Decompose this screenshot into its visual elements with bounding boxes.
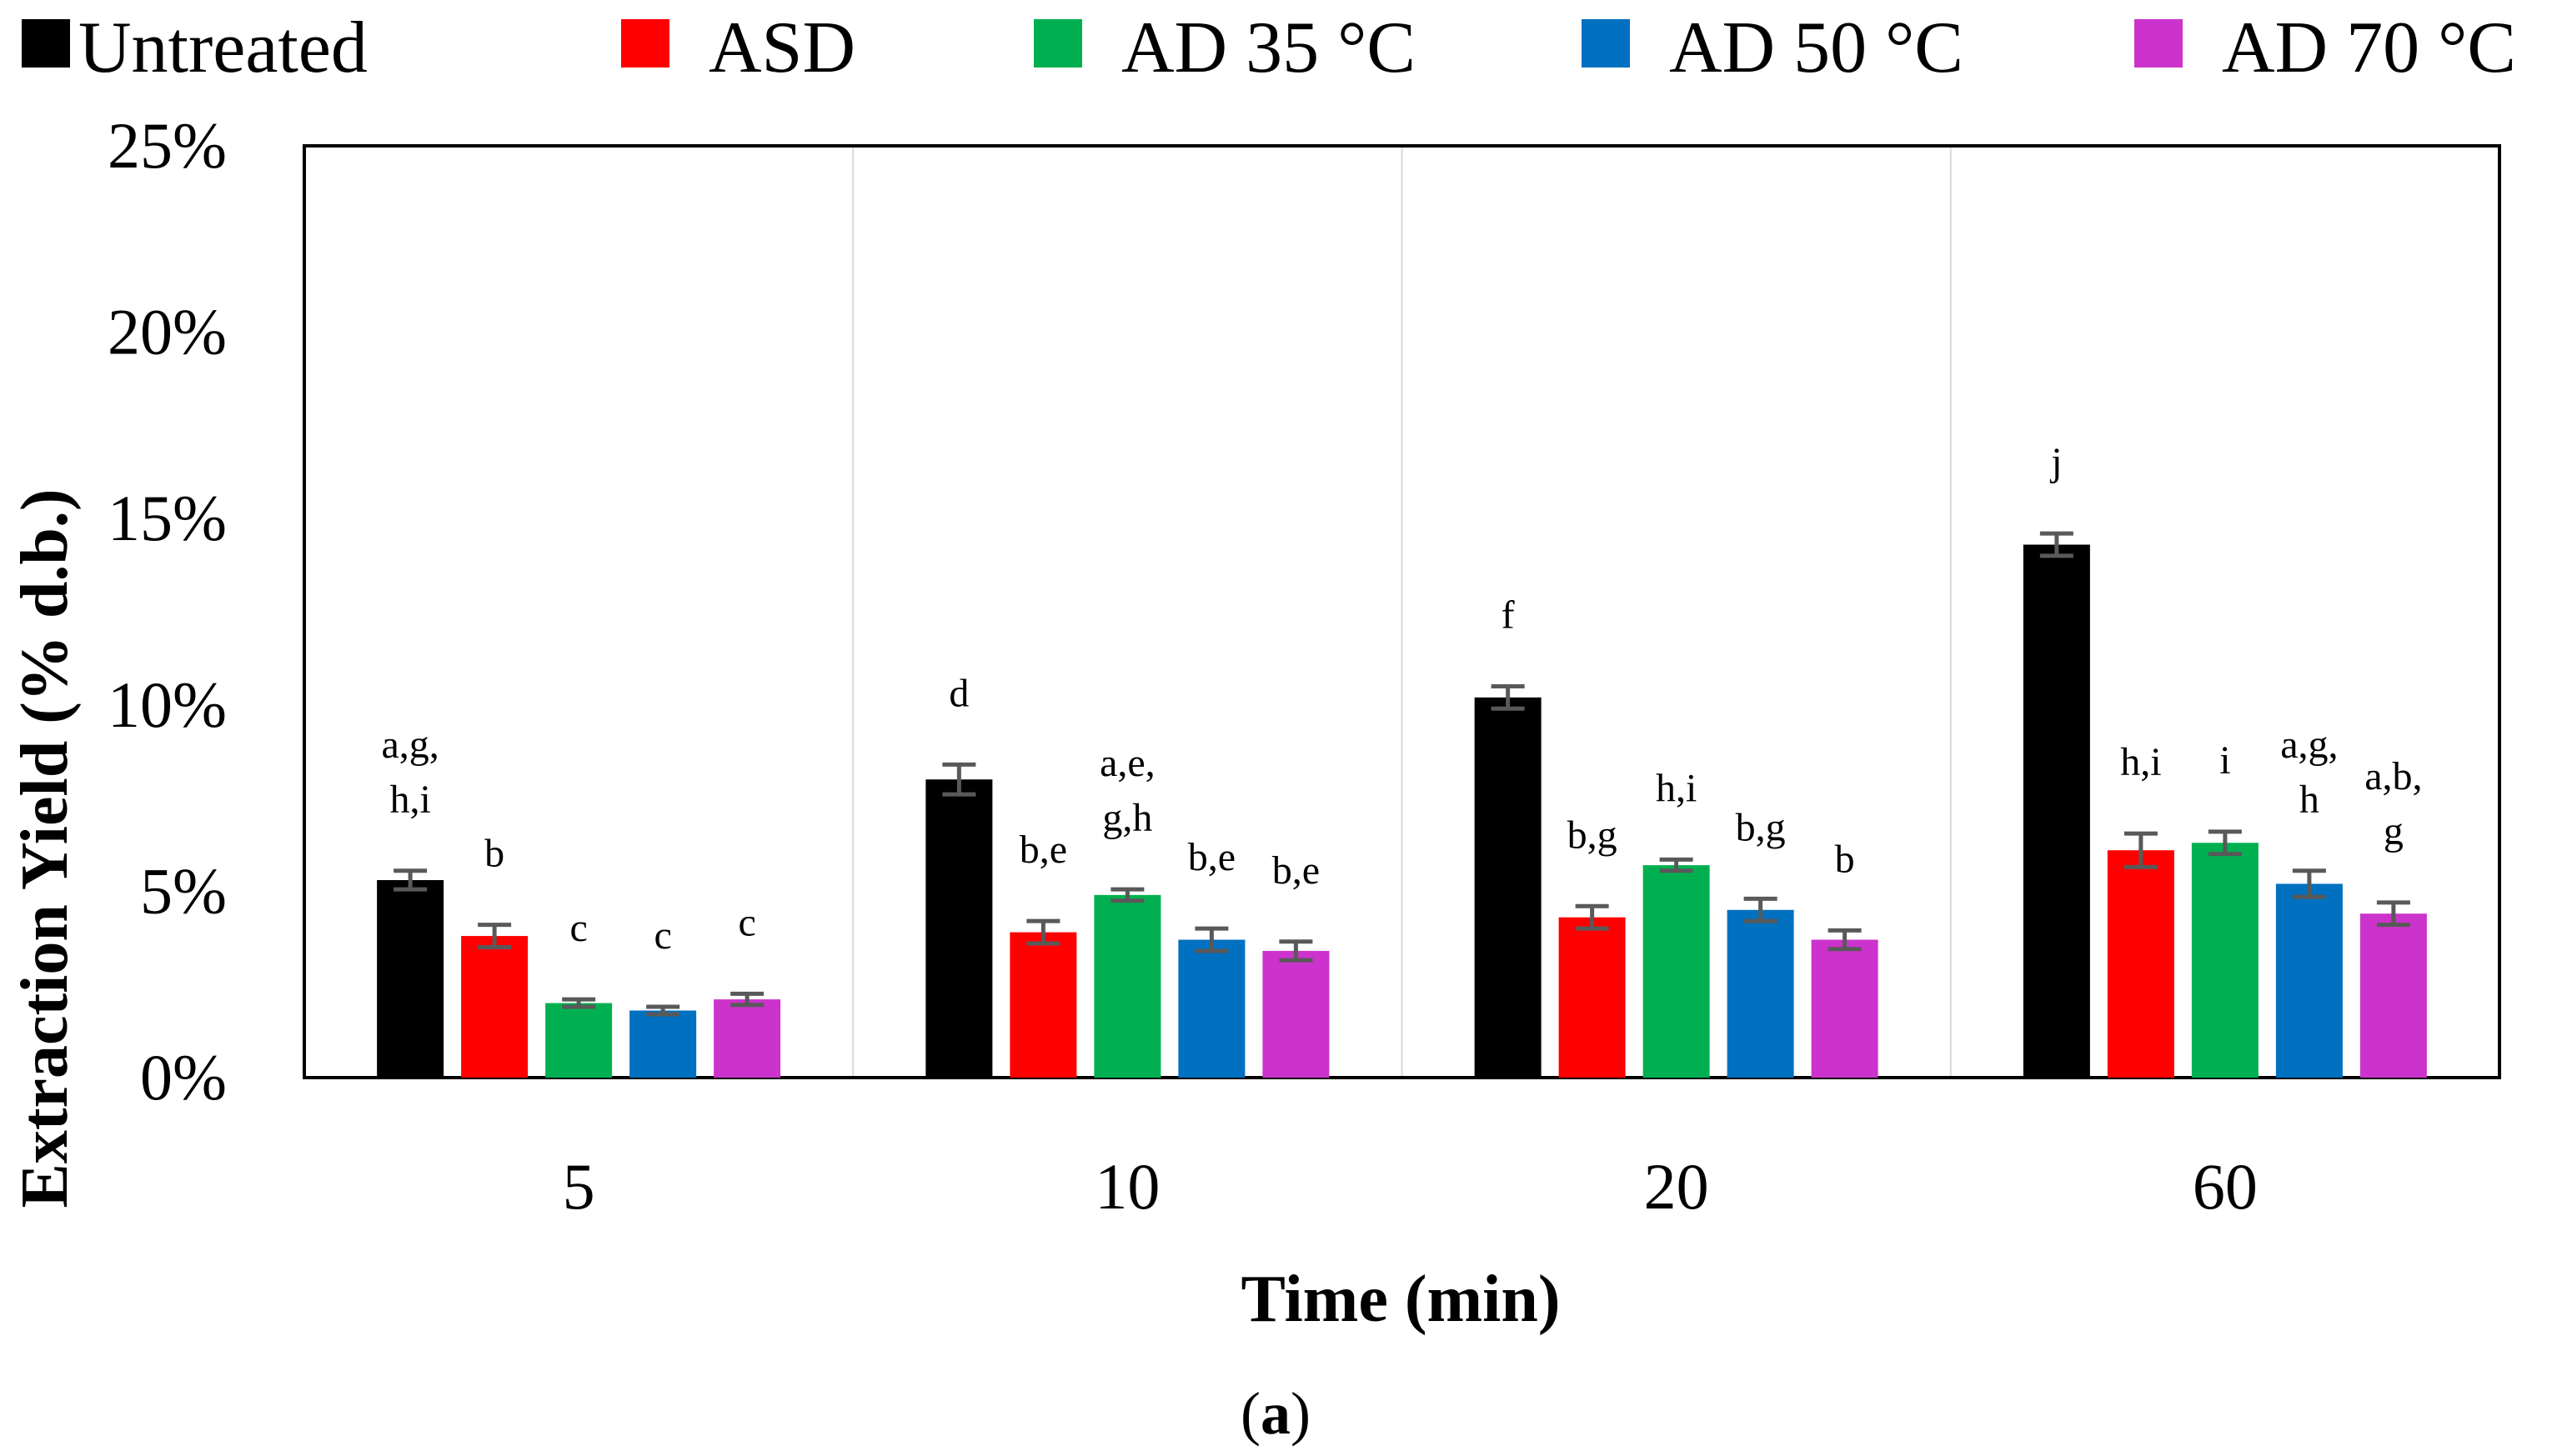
legend-label: AD 70 °C [2222,8,2516,88]
bar [1178,939,1246,1078]
error-bar [2376,900,2410,928]
bar [2191,843,2259,1078]
legend-label: ASD [709,8,855,88]
legend-item: AD 70 °C [2134,8,2516,88]
legend-item: AD 50 °C [1582,8,1963,88]
y-tick-label: 5% [140,854,227,927]
error-bar [1491,683,1525,711]
legend-item: Untreated [22,8,368,88]
plot-area-frame [303,144,2501,1079]
sub-caption-letter: a [1261,1380,1291,1447]
legend-swatch [1034,19,1082,68]
legend-swatch [1582,19,1630,68]
significance-label: b,e [1272,848,1320,893]
significance-label: b [484,832,504,876]
bar [461,936,529,1078]
y-tick-label: 0% [140,1041,227,1113]
x-category-label: 20 [1644,1150,1709,1223]
error-bar [2208,829,2242,857]
error-bar [2123,831,2158,869]
error-bar [2292,868,2326,899]
bar [2275,883,2343,1078]
x-axis-title: Time (min) [1241,1263,1561,1336]
error-bar [1026,918,1060,946]
significance-label: i [2219,738,2230,783]
y-axis-ticks: 0% 5% 10% 15% 20% 25% [108,109,227,1113]
x-category-label: 10 [1095,1150,1160,1223]
error-bar [2039,531,2073,558]
error-bar [646,1004,680,1017]
error-bar [942,762,976,797]
significance-label: c [738,900,755,944]
y-tick-label: 20% [108,296,227,368]
legend-label: AD 35 °C [1121,8,1416,88]
bar [1811,939,1878,1078]
significance-label: a,b, g [2364,754,2422,853]
bar [1094,894,1161,1078]
bar [545,1003,613,1078]
grid-lines [852,146,1952,1078]
y-tick-label: 25% [108,109,227,182]
legend-item: ASD [621,8,855,88]
bar [1558,917,1626,1078]
bar [1727,909,1794,1078]
bars: a,g, h,i b c c c d b,e a,e, g,h b,e b,e f b,g h,i b,g b j… [377,440,2427,1078]
error-bar [1743,896,1777,923]
legend-swatch [621,19,669,68]
error-bar [562,997,596,1009]
legend-swatch [22,19,70,68]
significance-label: f [1502,593,1515,637]
bar [1474,697,1542,1078]
significance-label: a,g, h,i [381,723,439,822]
y-tick-label: 15% [108,482,227,554]
error-bar [1279,939,1313,963]
significance-label: c [569,906,587,950]
bar [2023,544,2090,1078]
significance-label: j [2049,440,2062,484]
significance-label: h,i [2120,740,2161,784]
bar [629,1010,697,1078]
significance-label: a,g, h [2280,723,2338,822]
significance-label: a,e, g,h [1100,741,1156,840]
x-axis-categories: 5 10 20 60 [563,1150,2258,1223]
significance-label: d [949,671,969,715]
bar [2107,850,2174,1078]
significance-label: c [654,913,671,958]
error-bar [478,923,512,949]
legend-swatch [2134,19,2183,68]
bar [714,999,781,1078]
error-bar [394,868,428,892]
bar [377,879,444,1078]
bar [2359,913,2427,1078]
error-bar [1575,903,1609,931]
bar [1262,950,1330,1078]
legend-label: AD 50 °C [1669,8,1963,88]
error-bar [730,991,765,1008]
significance-label: b,g [1567,813,1617,857]
x-category-label: 5 [563,1150,595,1223]
error-bar [1659,857,1693,873]
error-bar [1828,928,1862,952]
legend-item: AD 35 °C [1034,8,1416,88]
bar [1642,865,1710,1078]
bar [925,779,993,1078]
y-tick-label: 10% [108,668,227,741]
error-bar [1111,887,1145,903]
error-bar [1195,926,1229,953]
legend: Untreated ASD AD 35 °C AD 50 °C AD 70 °C [22,8,2516,88]
significance-label: b,g [1736,805,1786,849]
significance-label: h,i [1656,766,1697,810]
y-axis-title: Extraction Yield (% d.b.) [8,489,82,1208]
legend-label: Untreated [78,8,368,88]
significance-label: b [1835,837,1855,881]
bar [1010,932,1077,1078]
significance-label: b,e [1020,828,1067,872]
sub-caption: (a) [1241,1380,1311,1447]
x-category-label: 60 [2193,1150,2258,1223]
significance-label: b,e [1188,835,1236,879]
